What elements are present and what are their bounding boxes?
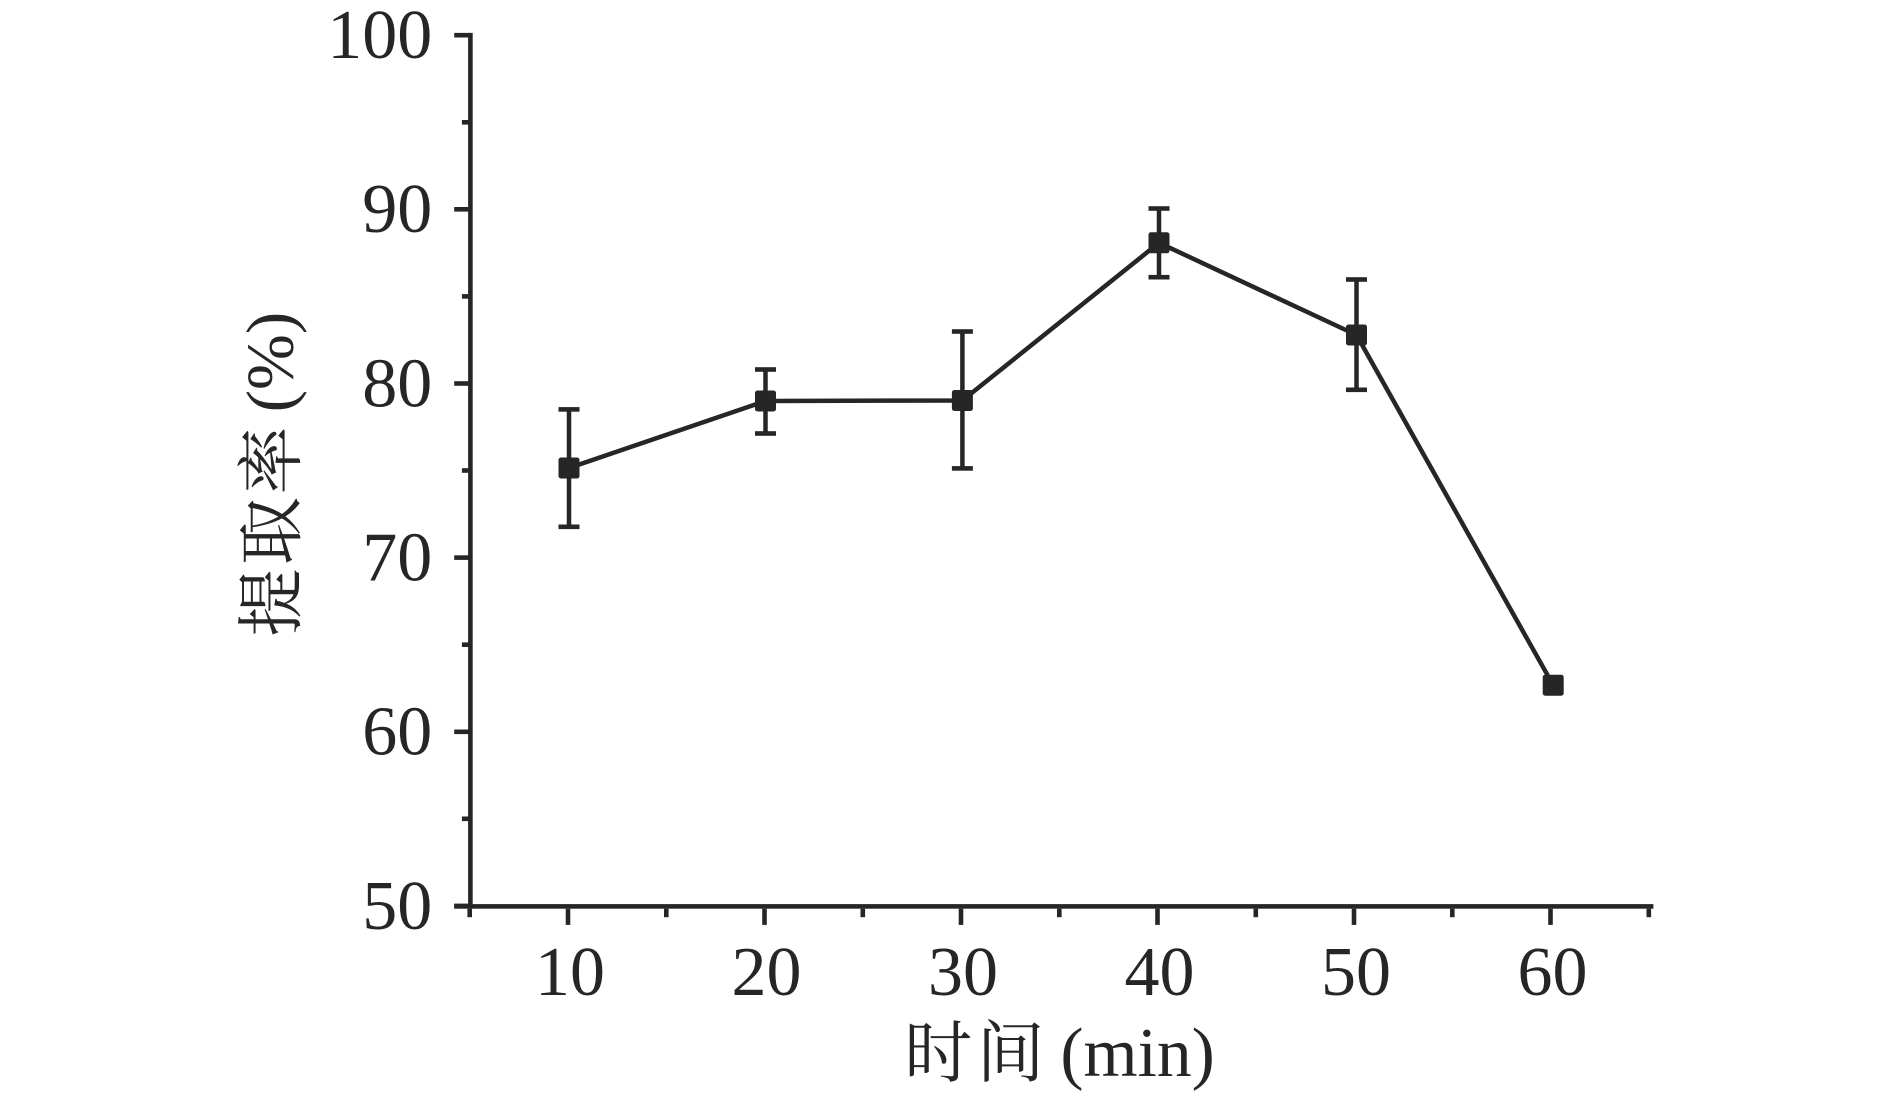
svg-text:80: 80 bbox=[362, 345, 432, 422]
svg-text:50: 50 bbox=[362, 868, 432, 945]
svg-text:90: 90 bbox=[362, 171, 432, 248]
svg-text:30: 30 bbox=[928, 934, 998, 1011]
svg-text:60: 60 bbox=[1518, 934, 1588, 1011]
svg-text:50: 50 bbox=[1321, 934, 1391, 1011]
svg-text:10: 10 bbox=[535, 934, 605, 1011]
svg-text:(min): (min) bbox=[1060, 1015, 1214, 1092]
svg-text:100: 100 bbox=[327, 0, 432, 74]
svg-text:40: 40 bbox=[1125, 934, 1195, 1011]
svg-text:70: 70 bbox=[362, 520, 432, 597]
svg-text:(%): (%) bbox=[234, 312, 308, 412]
svg-text:60: 60 bbox=[362, 694, 432, 771]
svg-text:20: 20 bbox=[732, 934, 802, 1011]
